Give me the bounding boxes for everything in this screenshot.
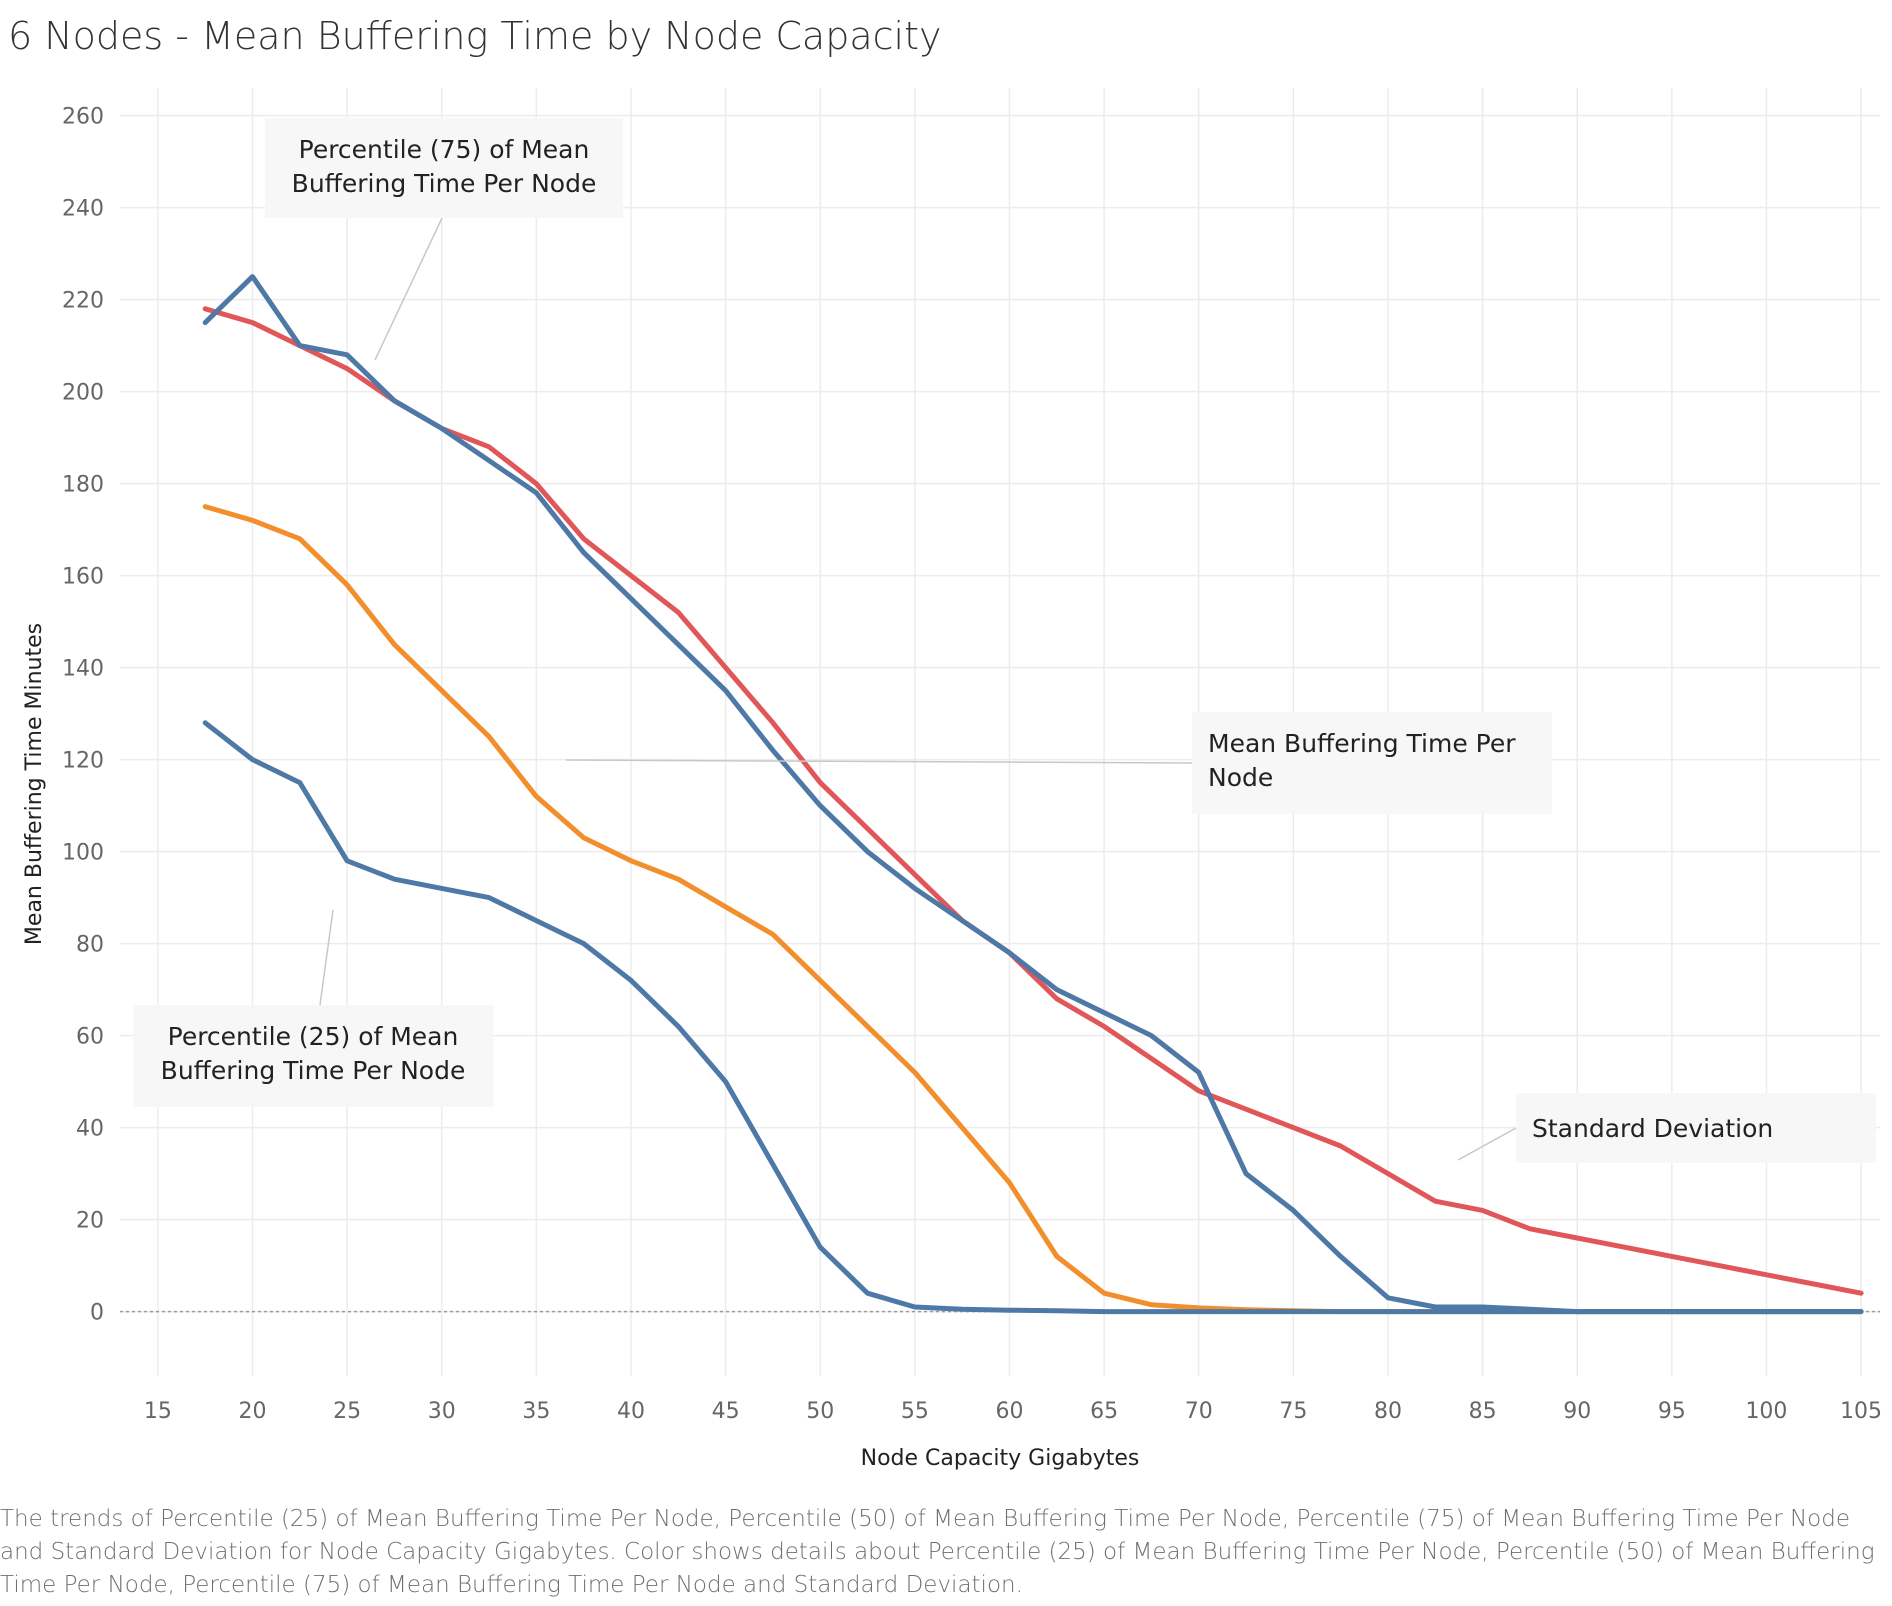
x-tick-label: 35 [522, 1399, 550, 1424]
annotation-leader-line [374, 217, 443, 361]
x-tick-label: 85 [1469, 1399, 1497, 1424]
line-chart: 15 20 25 30 35 40 45 50 55 60 65 70 75 80 85 90 95 100 105… [22, 88, 1882, 1471]
annotation-text: Percentile (25) of Mean [168, 1022, 459, 1051]
chart-caption: The trends of Percentile (25) of Mean Bu… [0, 1506, 1875, 1598]
x-axis-title: Node Capacity Gigabytes [861, 1446, 1140, 1471]
x-tick-label: 80 [1374, 1399, 1402, 1424]
annotation-text: Percentile (75) of Mean [299, 135, 590, 164]
x-tick-label: 25 [333, 1399, 361, 1424]
annotation-text: Buffering Time Per Node [292, 169, 597, 198]
x-tick-label: 15 [144, 1399, 172, 1424]
y-tick-label: 100 [62, 841, 104, 866]
annotation-text: Node [1208, 763, 1273, 792]
y-tick-label: 200 [62, 381, 104, 406]
series-lines [202, 274, 1864, 1315]
y-axis-title: Mean Buffering Time Minutes [22, 623, 47, 945]
series-line-3 [202, 720, 1864, 1315]
x-tick-label: 75 [1279, 1399, 1307, 1424]
annotation-box [133, 1005, 493, 1107]
series-line-1 [202, 504, 1864, 1315]
x-tick-label: 100 [1745, 1399, 1787, 1424]
x-tick-label: 30 [428, 1399, 456, 1424]
y-tick-label: 220 [62, 289, 104, 314]
x-tick-label: 70 [1185, 1399, 1213, 1424]
x-tick-label: 105 [1840, 1399, 1882, 1424]
x-tick-label: 95 [1658, 1399, 1686, 1424]
y-tick-label: 260 [62, 105, 104, 130]
annotations: Percentile (75) of Mean Buffering Time Pe… [133, 118, 1876, 1163]
y-tick-label: 180 [62, 473, 104, 498]
annotation-text: Mean Buffering Time Per [1208, 729, 1516, 758]
y-tick-label: 60 [76, 1025, 104, 1050]
x-tick-label: 50 [806, 1399, 834, 1424]
y-tick-label: 80 [76, 933, 104, 958]
y-tick-label: 240 [62, 197, 104, 222]
x-tick-label: 20 [238, 1399, 266, 1424]
y-tick-label: 20 [76, 1209, 104, 1234]
x-tick-label: 45 [712, 1399, 740, 1424]
x-tick-label: 65 [1090, 1399, 1118, 1424]
chart-title: 6 Nodes - Mean Buffering Time by Node Ca… [8, 14, 942, 58]
annotation-box [265, 118, 623, 218]
annotation-box [1192, 712, 1552, 814]
annotation-box [1516, 1093, 1876, 1163]
y-tick-label: 40 [76, 1117, 104, 1142]
y-tick-label: 160 [62, 565, 104, 590]
x-tick-label: 90 [1563, 1399, 1591, 1424]
grid-lines [120, 88, 1880, 1376]
tick-labels: 15 20 25 30 35 40 45 50 55 60 65 70 75 80 85 90 95 100 105… [62, 105, 1882, 1424]
x-tick-label: 40 [617, 1399, 645, 1424]
x-tick-label: 55 [901, 1399, 929, 1424]
annotation-leader-line [1457, 1127, 1517, 1161]
y-tick-label: 0 [90, 1301, 104, 1326]
annotation-text: Standard Deviation [1532, 1114, 1773, 1143]
y-tick-label: 120 [62, 749, 104, 774]
annotation-text: Buffering Time Per Node [161, 1056, 466, 1085]
annotation-leader-line [319, 909, 334, 1006]
y-tick-label: 140 [62, 657, 104, 682]
series-line-0 [202, 306, 1864, 1296]
x-tick-label: 60 [995, 1399, 1023, 1424]
annotation-leader-line [565, 759, 1193, 764]
